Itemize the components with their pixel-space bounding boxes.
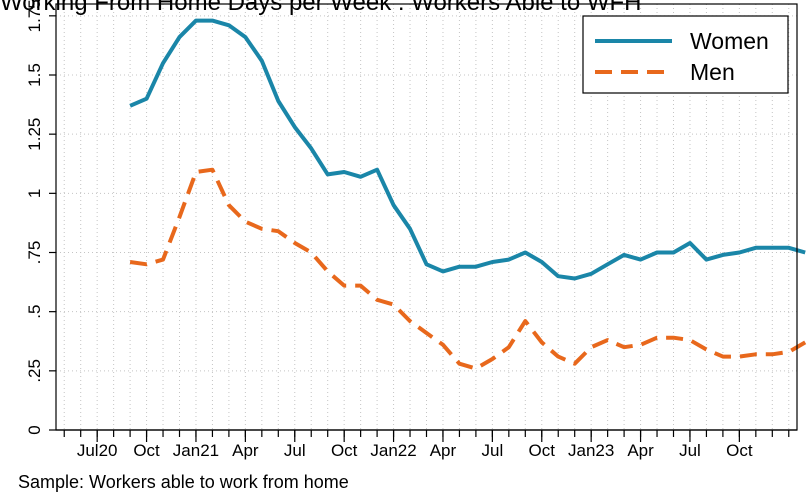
y-tick-label: .5 — [25, 305, 44, 319]
sample-note: Sample: Workers able to work from home — [18, 472, 349, 492]
y-tick-label: 1.75 — [25, 0, 44, 32]
x-tick-label: Oct — [529, 441, 556, 460]
x-tick-label: Jan22 — [370, 441, 416, 460]
x-tick-label: Oct — [133, 441, 160, 460]
chart-title: Working From Home Days per Week : Worker… — [0, 0, 642, 16]
x-tick-label: Jul — [284, 441, 306, 460]
x-tick-label: Jan23 — [568, 441, 614, 460]
series-line-women — [129, 18, 806, 281]
x-tick-label: Jan21 — [173, 441, 219, 460]
legend-box — [582, 15, 789, 94]
series-line-men — [129, 167, 807, 371]
series-layer — [129, 18, 807, 371]
y-tick-label: 1.5 — [25, 63, 44, 87]
x-tick-label: Oct — [726, 441, 753, 460]
y-tick-label: 1 — [25, 189, 44, 198]
legend-label-women: Women — [690, 28, 769, 54]
y-tick-label: 1.25 — [25, 118, 44, 151]
x-tick-label: Apr — [430, 441, 457, 460]
y-tick-label: .25 — [25, 359, 44, 383]
x-tick-label: Apr — [627, 441, 654, 460]
x-tick-label: Apr — [232, 441, 259, 460]
axis-layer: 0 .25 .5 .75 1 1.25 1.5 1.75 Jul20 Oct Jan21 Apr Jul… — [25, 0, 790, 460]
y-tick-label: 0 — [25, 425, 44, 434]
legend: Women Men — [582, 15, 789, 94]
x-tick-label: Jul — [679, 441, 701, 460]
x-tick-label: Jul20 — [77, 441, 118, 460]
x-tick-label: Jul — [481, 441, 503, 460]
y-tick-label: .75 — [25, 241, 44, 265]
x-tick-label: Oct — [331, 441, 358, 460]
grid-layer — [56, 4, 797, 430]
legend-label-men: Men — [690, 59, 735, 85]
